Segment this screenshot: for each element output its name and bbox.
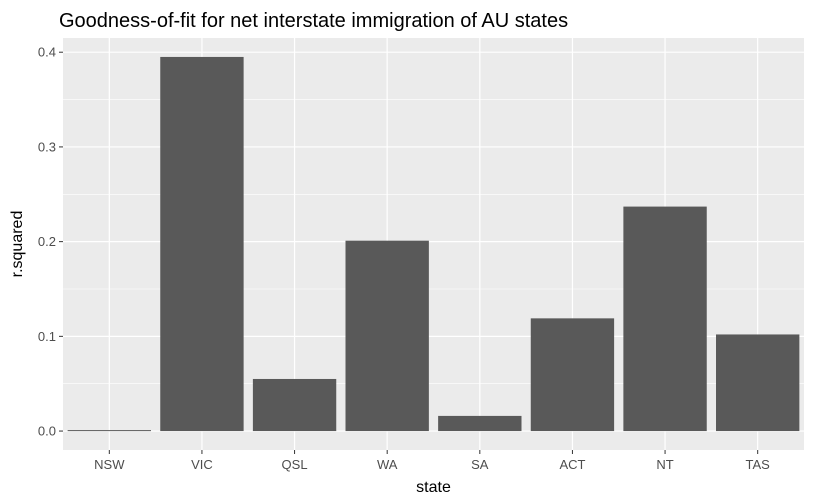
bar-tas [716,334,800,432]
y-tick-label: 0.2 [38,234,56,249]
x-tick-label: TAS [746,457,771,472]
y-axis-title: r.squared [9,211,26,278]
x-axis-ticks: NSW VIC QSL WA SA ACT NT TAS [94,450,770,472]
y-axis-ticks: 0.0 0.1 0.2 0.3 0.4 [38,45,63,439]
bar-wa [345,240,429,432]
x-tick-label: NSW [94,457,125,472]
x-axis-title: state [416,479,451,496]
bar-nt [623,206,707,432]
x-tick-label: VIC [191,457,213,472]
chart-title: Goodness-of-fit for net interstate immig… [59,10,568,32]
bar-qsl [252,378,337,432]
x-tick-label: QSL [282,457,308,472]
bar-nsw [67,430,151,432]
y-tick-label: 0.1 [38,329,56,344]
x-tick-label: SA [471,457,489,472]
bar-sa [438,415,522,432]
bar-vic [160,56,244,432]
y-tick-label: 0.3 [38,139,56,154]
x-tick-label: WA [377,457,398,472]
y-tick-label: 0.4 [38,45,56,60]
bar-act [530,318,615,432]
x-tick-label: ACT [559,457,585,472]
bars [67,56,800,432]
x-tick-label: NT [656,457,673,472]
y-tick-label: 0.0 [38,424,56,439]
